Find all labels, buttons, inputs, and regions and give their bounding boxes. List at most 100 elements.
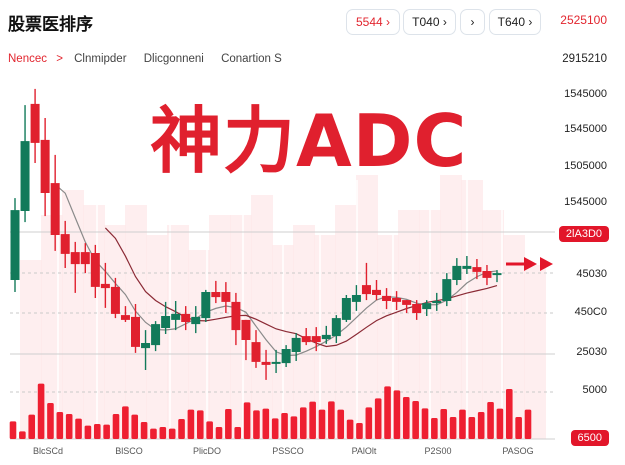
- price-button-3[interactable]: T640 ›: [489, 9, 541, 35]
- volume-bar: [487, 402, 494, 439]
- candle-body: [221, 292, 231, 302]
- y-tick-label: 1545000: [564, 123, 607, 135]
- volume-bar: [19, 431, 26, 439]
- volume-bar: [75, 418, 82, 439]
- volume-bar: [131, 414, 139, 439]
- volume-bar: [412, 401, 419, 439]
- candle-body: [30, 103, 40, 143]
- candle: [151, 321, 161, 352]
- candle-body: [80, 252, 90, 265]
- volume-bar: [56, 412, 64, 439]
- candle-body: [472, 267, 482, 272]
- volume-bar: [159, 427, 167, 439]
- background-bar: [230, 215, 252, 439]
- background-bar: [20, 260, 42, 439]
- x-tick-label: BlcSCd: [32, 446, 64, 456]
- candle: [231, 292, 241, 346]
- nav-item-3[interactable]: Conartion S: [221, 53, 282, 65]
- volume-bar: [309, 401, 316, 439]
- x-tick-label: PSSCO: [272, 446, 304, 456]
- volume-bar: [140, 422, 148, 439]
- volume-bar: [215, 427, 223, 439]
- candle: [361, 262, 371, 301]
- volume-bar: [374, 398, 382, 439]
- volume-bar: [365, 407, 373, 439]
- volume-bar: [84, 425, 92, 439]
- x-tick-label: BlSCO: [115, 446, 143, 456]
- background-bar: [251, 195, 273, 439]
- candle: [472, 259, 482, 280]
- candle: [422, 300, 432, 316]
- x-tick-label: PAlOlt: [351, 446, 377, 456]
- x-tick-label: P2S00: [424, 446, 452, 456]
- volume-bar: [356, 423, 363, 439]
- candle: [452, 258, 462, 286]
- volume-bar: [402, 397, 410, 439]
- candle-body: [131, 316, 140, 347]
- candle-body: [171, 313, 181, 320]
- volume-bar: [290, 416, 298, 439]
- volume-bar: [225, 409, 232, 439]
- breadcrumb-active[interactable]: Nencec: [8, 53, 47, 65]
- candle: [10, 198, 20, 292]
- background-bar: [524, 265, 546, 439]
- candle-body: [251, 342, 261, 362]
- volume-bar: [328, 401, 335, 439]
- volume-bar: [37, 383, 45, 439]
- volume-bar: [431, 418, 438, 439]
- volume-bar: [65, 414, 73, 439]
- candle: [402, 300, 412, 313]
- candle: [301, 328, 311, 346]
- candle: [70, 241, 80, 293]
- price-button-1[interactable]: 5544 ›: [346, 9, 400, 35]
- candle: [412, 300, 422, 320]
- candle-body: [482, 271, 492, 278]
- y-tick-label: 1545000: [564, 196, 607, 208]
- volume-bar: [196, 410, 204, 439]
- nav-item-2[interactable]: Dlicgonneni: [143, 53, 204, 65]
- candle: [221, 282, 231, 313]
- next-button[interactable]: ›: [460, 9, 485, 35]
- candle-body: [90, 253, 100, 287]
- candle: [372, 280, 381, 301]
- candle-body: [341, 298, 351, 320]
- volume-bar: [47, 403, 54, 439]
- volume-bar: [299, 407, 307, 439]
- volume-bar: [449, 417, 457, 439]
- y-tick-label: 1545000: [564, 88, 607, 100]
- candle-body: [261, 361, 271, 365]
- price-button-2[interactable]: T040 ›: [403, 9, 456, 35]
- y-tick-label: 1505000: [564, 160, 607, 172]
- candle: [171, 301, 181, 331]
- background-bar: [167, 225, 189, 439]
- trend-arrow-icon: [506, 257, 553, 271]
- volume-bar: [505, 389, 513, 439]
- nav-item-1[interactable]: Clnmipder: [74, 53, 127, 65]
- candle: [201, 289, 211, 322]
- volume-bar: [281, 413, 288, 439]
- candle-body: [141, 343, 151, 349]
- candle-body: [452, 265, 462, 280]
- volume-bar: [253, 410, 260, 439]
- candle-body: [211, 292, 221, 298]
- grid-lines: [10, 180, 555, 440]
- background-bar: [209, 215, 231, 439]
- candle-body: [331, 318, 341, 337]
- candles: [10, 88, 502, 380]
- volume-bar: [468, 417, 476, 439]
- volume-bar: [93, 424, 101, 439]
- candle-body: [40, 139, 50, 193]
- background-bar: [440, 175, 462, 439]
- volume-bars: [9, 383, 532, 439]
- candle-body: [50, 183, 60, 235]
- candle: [80, 243, 90, 274]
- candle-body: [402, 300, 412, 305]
- candle-body: [382, 295, 392, 301]
- candle: [211, 280, 221, 304]
- background-bar: [293, 225, 315, 439]
- volume-bar: [262, 408, 270, 439]
- candle: [131, 304, 140, 353]
- volume-bar: [384, 386, 391, 439]
- y-tick-label: 5000: [582, 384, 607, 396]
- candle: [492, 270, 502, 283]
